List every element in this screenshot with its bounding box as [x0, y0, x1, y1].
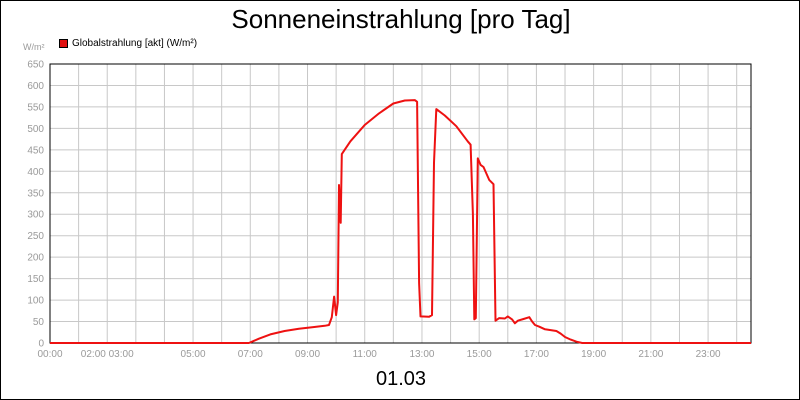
- x-tick-label: 11:00: [353, 349, 378, 360]
- x-tick-label: 15:00: [467, 349, 492, 360]
- y-axis-unit-label: W/m²: [23, 42, 45, 52]
- y-tick-label: 0: [38, 339, 44, 350]
- x-tick-label: 05:00: [181, 349, 206, 360]
- y-tick-label: 150: [27, 274, 44, 285]
- legend-swatch: [59, 39, 68, 48]
- series-line-globalstrahlung: [50, 99, 751, 344]
- chart-title: Sonneneinstrahlung [pro Tag]: [231, 4, 571, 34]
- x-tick-label: 23:00: [696, 349, 721, 360]
- y-tick-label: 250: [27, 231, 44, 242]
- y-tick-label: 350: [27, 188, 44, 199]
- y-tick-label: 500: [27, 124, 44, 135]
- date-label: 01.03: [375, 368, 427, 390]
- plot-background: [50, 64, 751, 343]
- y-tick-label: 650: [27, 60, 44, 71]
- y-tick-label: 450: [27, 145, 44, 156]
- y-tick-label: 400: [27, 167, 44, 178]
- x-tick-label: 21:00: [638, 349, 663, 360]
- x-tick-label: 07:00: [238, 349, 263, 360]
- chart-legend: Globalstrahlung [akt] (W/m²): [59, 38, 197, 49]
- legend-label: Globalstrahlung [akt] (W/m²): [72, 38, 198, 49]
- x-tick-label: 17:00: [524, 349, 549, 360]
- y-tick-label: 600: [27, 81, 44, 92]
- y-tick-label: 100: [27, 296, 44, 307]
- x-tick-label: 09:00: [295, 349, 320, 360]
- y-tick-label: 300: [27, 210, 44, 221]
- x-tick-label: 19:00: [581, 349, 606, 360]
- x-tick-label: 02:00 03:00: [81, 349, 134, 360]
- plot-border: [49, 63, 752, 344]
- y-tick-label: 50: [33, 317, 45, 328]
- y-tick-label: 550: [27, 102, 44, 113]
- y-tick-label: 200: [27, 253, 44, 264]
- x-tick-label: 13:00: [409, 349, 434, 360]
- x-tick-label: 00:00: [37, 349, 62, 360]
